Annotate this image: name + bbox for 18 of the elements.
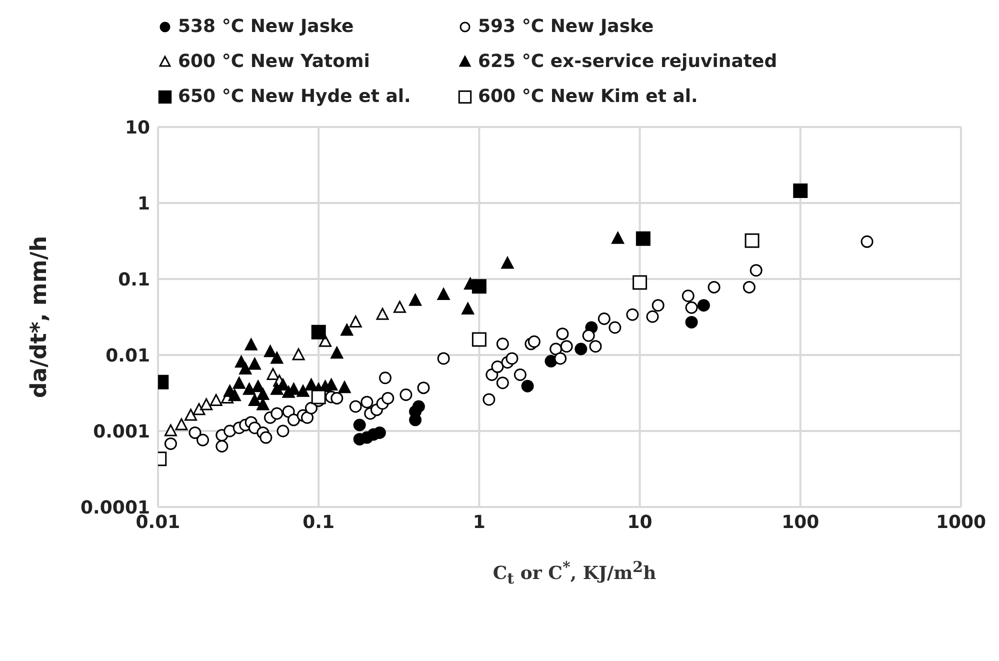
x-tick-label: 10 (627, 512, 652, 533)
y-tick-label: 0.01 (106, 345, 150, 366)
y-tick-label: 0.1 (118, 269, 150, 290)
y-tick-label: 1 (137, 193, 150, 214)
legend-label: 593 °C New Jaske (478, 16, 654, 37)
x-axis-title: C$_{t}$ or C$^{*}$, KJ/m$^{2}$h (492, 558, 658, 588)
legend-label: 650 °C New Hyde et al. (178, 86, 411, 107)
x-tick-label: 1000 (936, 512, 986, 533)
y-tick-label: 10 (124, 117, 150, 138)
legend-label: 600 °C New Yatomi (178, 51, 370, 72)
legend-label: 600 °C New Kim et al. (478, 86, 698, 107)
x-tick-label: 0.1 (302, 512, 335, 533)
x-tick-label: 100 (782, 512, 820, 533)
y-tick-label: 0.001 (93, 421, 150, 442)
legend-label: 625 °C ex-service rejuvinated (478, 51, 778, 72)
legend-label: 538 °C New Jaske (178, 16, 354, 37)
x-tick-label: 1 (472, 512, 486, 533)
y-axis-title: da/dt*, mm/h (26, 236, 52, 398)
